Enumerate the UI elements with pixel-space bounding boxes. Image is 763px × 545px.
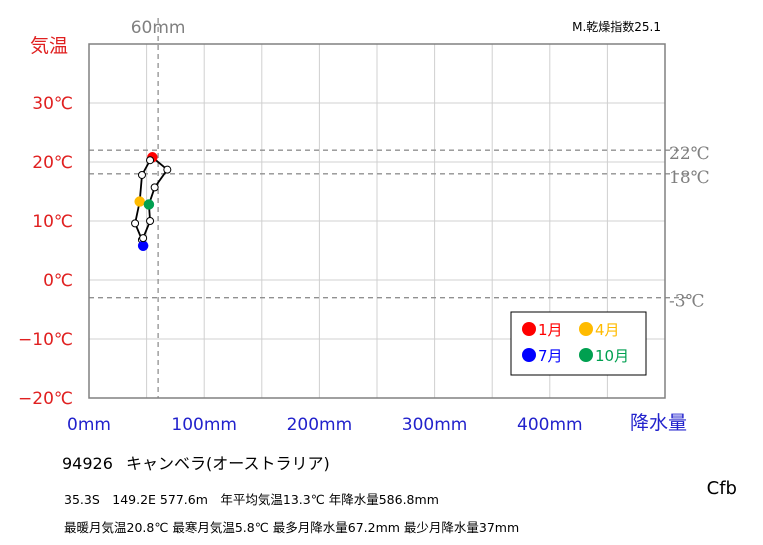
legend-marker xyxy=(522,348,536,362)
station-title: 94926 キャンベラ(オーストラリア) xyxy=(62,450,330,474)
legend-marker xyxy=(579,348,593,362)
y-axis-title: 気温 xyxy=(30,35,68,57)
y-axis-ticks: −20℃ −10℃ 0℃ 10℃ 20℃ 30℃ xyxy=(18,94,73,409)
koppen-class: Cfb xyxy=(706,478,737,499)
x-tick-label: 300mm xyxy=(402,415,468,435)
plot-frame xyxy=(88,43,666,399)
legend-label: 10月 xyxy=(595,347,629,365)
legend-marker xyxy=(522,322,536,336)
x-tick-label: 200mm xyxy=(287,415,353,435)
y-tick-label: −20℃ xyxy=(18,389,73,409)
reference-lines: 22℃ 18℃ -3℃ 60mm xyxy=(89,18,710,398)
y-tick-label: −10℃ xyxy=(18,330,73,350)
threshold-label: 22℃ xyxy=(669,144,710,164)
threshold-label: -3℃ xyxy=(669,292,705,312)
x-tick-label: 400mm xyxy=(517,415,583,435)
month-point-2 xyxy=(146,156,155,165)
month-point-5 xyxy=(131,219,140,228)
climate-series xyxy=(131,152,172,252)
month-point-11 xyxy=(150,183,159,192)
station-info-line2: 最暖月気温20.8℃ 最寒月気温5.8℃ 最多月降水量67.2mm 最少月降水量… xyxy=(64,520,520,535)
y-tick-label: 20℃ xyxy=(32,153,73,173)
x-axis-ticks: 0mm 100mm 200mm 300mm 400mm xyxy=(67,415,583,435)
legend: 1月 4月 7月 10月 xyxy=(510,311,647,376)
legend-box xyxy=(510,311,647,376)
x-axis-title: 降水量 xyxy=(630,412,687,434)
y-tick-label: 30℃ xyxy=(32,94,73,114)
x-tick-label: 100mm xyxy=(171,415,237,435)
station-name: キャンベラ(オーストラリア) xyxy=(126,454,330,473)
month-point-4 xyxy=(134,196,145,207)
station-info-line1: 35.3S 149.2E 577.6m 年平均気温13.3℃ 年降水量586.8… xyxy=(64,492,439,507)
y-tick-label: 10℃ xyxy=(32,212,73,232)
month-point-7 xyxy=(137,240,149,252)
station-id: 94926 xyxy=(62,454,113,473)
month-point-9 xyxy=(146,217,155,225)
threshold-label: 18℃ xyxy=(669,168,710,188)
month-point-3 xyxy=(137,170,146,179)
month-point-10 xyxy=(143,199,155,210)
month-point-8 xyxy=(139,234,148,243)
month-point-12 xyxy=(163,165,172,174)
legend-marker xyxy=(579,322,593,336)
legend-label: 7月 xyxy=(538,347,563,365)
threshold-label-vertical: 60mm xyxy=(131,18,186,38)
legend-label: 1月 xyxy=(538,321,563,339)
dryness-index-label: M.乾燥指数25.1 xyxy=(572,19,661,34)
x-tick-label: 0mm xyxy=(67,415,111,435)
y-tick-label: 0℃ xyxy=(43,271,73,291)
legend-label: 4月 xyxy=(595,321,620,339)
